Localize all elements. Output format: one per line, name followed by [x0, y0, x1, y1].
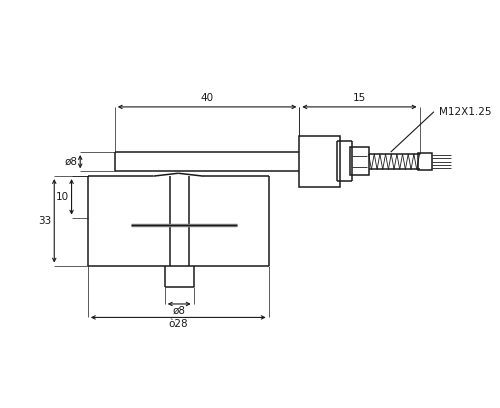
- Text: 15: 15: [353, 93, 366, 103]
- Bar: [300, 136, 340, 187]
- Text: ø8: ø8: [172, 306, 186, 315]
- Text: 10: 10: [56, 192, 68, 202]
- Text: 40: 40: [200, 93, 213, 103]
- Text: 33: 33: [38, 216, 52, 226]
- Bar: [418, 153, 432, 171]
- Text: M12X1.25: M12X1.25: [439, 107, 492, 117]
- Text: ø8: ø8: [64, 157, 78, 167]
- Text: ò28: ò28: [168, 319, 188, 329]
- Bar: [350, 147, 368, 175]
